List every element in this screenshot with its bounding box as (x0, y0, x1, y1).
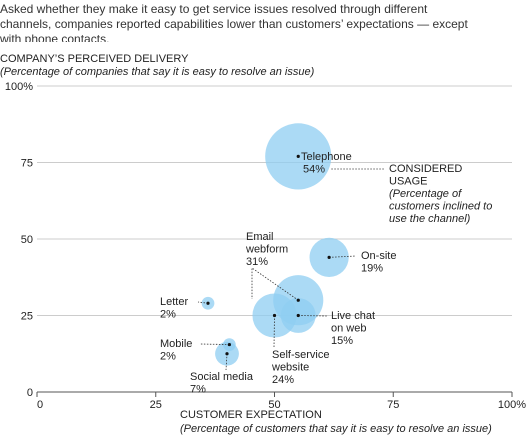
x-tick-label: 25 (150, 399, 162, 411)
value-label: 2% (160, 309, 176, 321)
value-label: 15% (331, 335, 353, 347)
y-axis-sublabel: (Percentage of companies that say it is … (0, 66, 315, 78)
y-tick-label: 75 (21, 158, 33, 170)
point-label-line: Email (246, 231, 274, 243)
value-label: 31% (246, 256, 268, 268)
leader-line (329, 255, 357, 258)
chart-subtitle: Asked whether they make it easy to get s… (0, 2, 468, 42)
x-tick-label: 75 (387, 399, 399, 411)
size-label-line: CONSIDERED (389, 163, 462, 175)
point-label: Live chat on web (331, 310, 375, 335)
x-tick-label: 50 (268, 399, 280, 411)
leader-line (199, 343, 230, 345)
point-label: Mobile (160, 338, 192, 350)
value-label: 24% (272, 374, 294, 386)
size-label: CONSIDERED USAGE (389, 163, 462, 188)
subtitle-box: Asked whether they make it easy to get s… (0, 2, 468, 42)
value-label: 54% (303, 164, 325, 176)
point-dot (272, 313, 277, 318)
value-label: 2% (160, 351, 176, 363)
point-dot (296, 298, 300, 302)
point-label-line: webform (245, 244, 288, 256)
point-label-line: Mobile (160, 338, 192, 350)
point-dot (206, 301, 210, 305)
point-label-line: Self-service (272, 349, 329, 361)
point-label-line: Social media (190, 371, 254, 383)
point-label: On-site (361, 250, 396, 262)
point-label-line: On-site (361, 250, 396, 262)
value-label: 7% (190, 384, 206, 396)
y-tick-label: 25 (21, 311, 33, 323)
point-dot (227, 342, 231, 347)
size-label-line: USAGE (389, 176, 428, 188)
point-label-line: website (271, 362, 309, 374)
point-label-line: on web (331, 323, 366, 335)
size-sublabel-line: (Percentage of (389, 188, 462, 200)
point-label: Telephone (301, 151, 352, 163)
size-sublabel: (Percentage of customers inclined to use t… (389, 188, 492, 225)
point-label-line: Live chat (331, 310, 375, 322)
leader-line (273, 315, 275, 348)
point-label-line: Telephone (301, 151, 352, 163)
x-axis-label: CUSTOMER EXPECTATION (180, 409, 322, 421)
x-axis-sublabel: (Percentage of customers that say it is … (180, 423, 492, 435)
x-tick-label: 100% (498, 399, 526, 411)
y-axis-label: COMPANY’S PERCEIVED DELIVERY (0, 53, 189, 65)
point-label-line: Letter (160, 296, 188, 308)
point-dot (327, 255, 331, 259)
point-label: Email webform (245, 231, 288, 256)
size-sublabel-line: customers inclined to (389, 201, 492, 213)
point-label: Social media (190, 371, 254, 383)
y-tick-label: 100% (5, 81, 33, 93)
point-label: Letter (160, 296, 188, 308)
x-tick-label: 0 (37, 399, 43, 411)
point-dot (225, 352, 229, 356)
point-dot (296, 154, 300, 158)
y-tick-label: 0 (27, 387, 33, 399)
point-label: Self-service website (271, 349, 329, 374)
size-sublabel-line: use the channel) (389, 213, 471, 225)
value-label: 19% (361, 263, 383, 275)
y-tick-label: 50 (21, 234, 33, 246)
point-dot (296, 313, 300, 318)
leader-line (251, 267, 299, 301)
